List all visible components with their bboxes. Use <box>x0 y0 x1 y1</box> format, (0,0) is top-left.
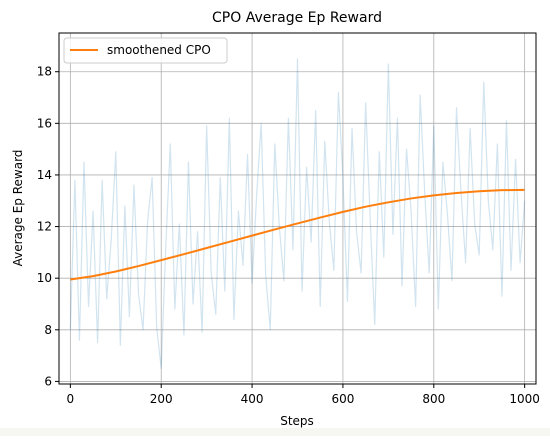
plot-series <box>69 58 526 370</box>
y-tick-label-12: 12 <box>37 220 52 234</box>
chart-title: CPO Average Ep Reward <box>212 10 382 26</box>
y-tick-label-6: 6 <box>44 374 52 388</box>
x-tick-label-400: 400 <box>241 392 264 406</box>
legend: smoothened CPO <box>63 37 228 64</box>
x-tick-label-200: 200 <box>150 392 173 406</box>
x-tick-label-1000: 1000 <box>509 392 540 406</box>
y-tick-label-18: 18 <box>37 65 52 79</box>
x-tick-label-0: 0 <box>67 392 75 406</box>
footer-strip <box>0 428 550 436</box>
y-tick-label-8: 8 <box>44 323 52 337</box>
y-tick-label-10: 10 <box>37 271 52 285</box>
grid-lines <box>59 33 536 384</box>
series-line-raw <box>69 58 526 370</box>
x-tick-label-600: 600 <box>331 392 354 406</box>
y-tick-label-14: 14 <box>37 168 52 182</box>
x-axis: 0 200 400 600 800 1000 <box>67 384 540 406</box>
x-axis-label: Steps <box>280 414 314 428</box>
legend-box <box>63 37 228 64</box>
y-axis-label: Average Ep Reward <box>11 150 25 267</box>
legend-label-smoothened-cpo: smoothened CPO <box>107 43 211 57</box>
y-axis: 6 8 10 12 14 16 18 <box>37 65 59 388</box>
x-tick-label-800: 800 <box>422 392 445 406</box>
series-line-smoothened-cpo <box>70 188 525 281</box>
plot-frame <box>58 32 537 385</box>
y-tick-label-16: 16 <box>37 116 52 130</box>
